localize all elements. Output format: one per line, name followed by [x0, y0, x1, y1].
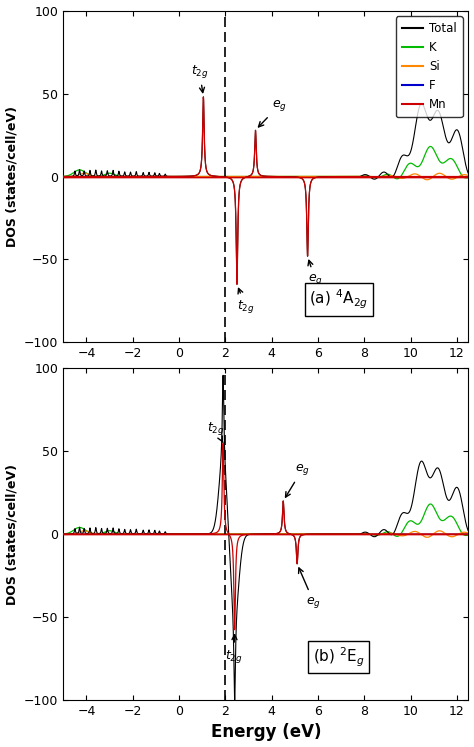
Text: $t_{2g}$: $t_{2g}$: [225, 635, 243, 665]
Text: (b) $^2$E$_{g}$: (b) $^2$E$_{g}$: [313, 645, 365, 669]
Text: $e_g$: $e_g$: [308, 260, 322, 287]
Text: $t_{2g}$: $t_{2g}$: [191, 63, 209, 93]
Legend: Total, K, Si, F, Mn: Total, K, Si, F, Mn: [396, 16, 463, 117]
Text: $e_g$: $e_g$: [258, 98, 287, 127]
Text: $e_g$: $e_g$: [299, 568, 321, 610]
Y-axis label: DOS (states/cell/eV): DOS (states/cell/eV): [6, 106, 18, 247]
X-axis label: Energy (eV): Energy (eV): [210, 723, 321, 742]
Text: $t_{2g}$: $t_{2g}$: [207, 421, 225, 442]
Text: $t_{2g}$: $t_{2g}$: [237, 288, 255, 315]
Text: $e_g$: $e_g$: [285, 462, 310, 498]
Y-axis label: DOS (states/cell/eV): DOS (states/cell/eV): [6, 464, 18, 604]
Text: (a) $^4$A$_{2g}$: (a) $^4$A$_{2g}$: [309, 288, 368, 311]
